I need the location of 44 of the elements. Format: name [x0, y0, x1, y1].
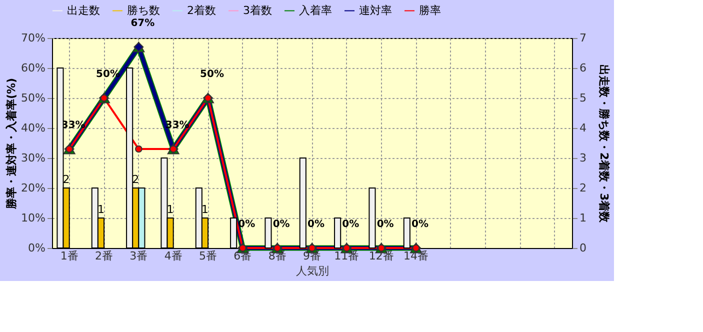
point — [135, 145, 142, 153]
y2-tick-label: 0 — [580, 242, 586, 254]
data-label: 0% — [272, 219, 290, 230]
y-tick-label: 60% — [21, 62, 46, 74]
y-tick-label: 40% — [21, 122, 46, 134]
y-tick-label: 20% — [21, 182, 46, 194]
y-axis-title: 勝率・連対率・入着率(%) — [5, 78, 18, 210]
y2-tick-label: 1 — [580, 212, 586, 224]
legend-label: 入着率 — [299, 4, 332, 17]
y2-axis-title: 出走数・勝ち数・2着数・3着数 — [598, 64, 610, 224]
y-tick-label: 70% — [21, 32, 46, 44]
x-tick-label: 5番 — [199, 250, 217, 262]
legend-label: 出走数 — [67, 4, 100, 17]
x-tick-label: 1番 — [60, 250, 78, 262]
y-tick-label: 10% — [21, 212, 46, 224]
y2-tick-label: 5 — [580, 92, 586, 104]
data-label: 0% — [412, 219, 428, 230]
y-tick-label: 50% — [21, 92, 46, 104]
legend-label: 3着数 — [243, 4, 272, 17]
legend-label: 勝ち数 — [127, 4, 160, 17]
data-label: 2 — [62, 173, 70, 186]
data-label: 1 — [166, 203, 174, 216]
data-label: 50% — [200, 69, 224, 80]
y2-tick-label: 3 — [580, 152, 586, 164]
y2-tick-label: 6 — [580, 62, 586, 74]
data-label: 0% — [308, 219, 324, 230]
legend-label: 勝率 — [419, 4, 441, 17]
data-label: 2 — [132, 173, 140, 186]
data-label: 0% — [342, 219, 360, 230]
data-label: 1 — [97, 203, 104, 216]
x-tick-label: 4番 — [164, 250, 182, 262]
data-label: 0% — [376, 219, 394, 230]
x-tick-label: 3番 — [130, 250, 148, 262]
y-tick-label: 0% — [28, 242, 46, 254]
y2-tick-label: 2 — [580, 182, 586, 194]
data-label: 1 — [201, 203, 208, 216]
legend-label: 連対率 — [359, 4, 392, 17]
y-tick-label: 30% — [21, 152, 46, 164]
legend-label: 2着数 — [187, 4, 216, 17]
data-label: 67% — [130, 18, 155, 29]
x-tick-label: 2番 — [95, 250, 113, 262]
y2-tick-label: 4 — [580, 122, 586, 134]
x-axis-title: 人気別 — [296, 264, 329, 278]
y2-tick-label: 7 — [580, 32, 586, 44]
